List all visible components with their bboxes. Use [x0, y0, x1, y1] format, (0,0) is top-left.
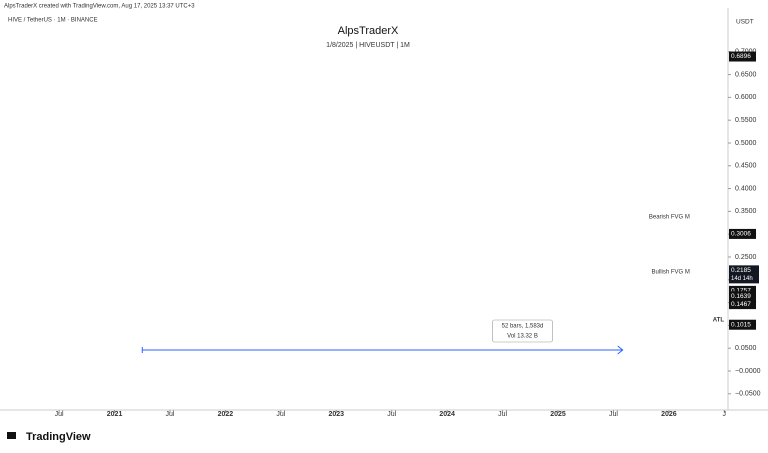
y-tick-label: 0.2500 — [735, 254, 757, 261]
arrow-head — [617, 345, 624, 355]
symbol: HIVE / TetherUS · 1M · BINANCE — [8, 18, 98, 24]
level-tag-label: 0.1757 — [731, 288, 751, 295]
x-tick-label: Jul — [276, 411, 285, 418]
x-tick-label: 2026 — [661, 411, 677, 418]
currency: USDT — [736, 19, 754, 26]
y-tick-label: 0.5000 — [735, 140, 757, 147]
level-tag — [729, 319, 756, 330]
level-tag — [729, 51, 756, 62]
level-tag — [729, 228, 756, 239]
last-price-label: 0.2185 — [731, 267, 751, 274]
y-tick-label: 0.5500 — [735, 117, 757, 124]
x-tick-label: Jul — [55, 411, 64, 418]
x-tick-label: 2021 — [107, 411, 123, 418]
fvg-label: Bullish FVG M — [652, 270, 690, 276]
chart-subtitle: 1/8/2025 | HIVEUSDT | 1M — [326, 42, 410, 49]
x-tick-label: Jul — [498, 411, 507, 418]
level-name: ATL — [713, 317, 725, 323]
level-tag-label: 0.1639 — [731, 293, 751, 300]
measure-volume: Vol 13.32 B — [507, 334, 538, 340]
x-tick-label: 2024 — [439, 411, 455, 418]
last-price-tag — [729, 265, 759, 284]
x-tick-label: J — [723, 411, 727, 418]
measure-box — [492, 319, 553, 343]
level-tag-label: 0.1015 — [731, 321, 751, 328]
level-tag — [729, 291, 756, 302]
x-tick-label: 2023 — [328, 411, 344, 418]
y-tick-label: 0.6500 — [735, 71, 757, 78]
x-tick-label: Jul — [387, 411, 396, 418]
y-tick-label: −0.0000 — [735, 368, 761, 375]
level-tag — [729, 299, 756, 310]
y-tick-label: −0.0500 — [735, 391, 761, 398]
y-tick-label: 0.4000 — [735, 185, 757, 192]
tv-logo: TradingView — [7, 431, 91, 443]
y-tick-label: 0.0500 — [735, 345, 757, 352]
y-tick-label: 0.6000 — [735, 94, 757, 101]
level-tag-label: 0.3006 — [731, 231, 751, 238]
logo-icon — [7, 432, 16, 439]
countdown: 14d 14h — [731, 276, 753, 282]
fvg-label: Bearish FVG M — [649, 214, 690, 220]
x-tick-label: 2022 — [218, 411, 234, 418]
x-tick-label: Jul — [166, 411, 175, 418]
x-tick-label: 2025 — [550, 411, 566, 418]
level-tag — [729, 285, 756, 296]
y-tick-label: 0.4500 — [735, 163, 757, 170]
chart-title: AlpsTraderX — [338, 25, 399, 37]
logo-text: TradingView — [26, 431, 91, 443]
x-tick-label: Jul — [609, 411, 618, 418]
level-tag-label: 0.6896 — [731, 53, 751, 60]
measure-label: 52 bars, 1,583d — [502, 324, 544, 330]
y-tick-label: 0.3500 — [735, 208, 757, 215]
level-tag-label: 0.1467 — [731, 301, 751, 308]
created-note: AlpsTraderX created with TradingView.com… — [4, 4, 195, 10]
